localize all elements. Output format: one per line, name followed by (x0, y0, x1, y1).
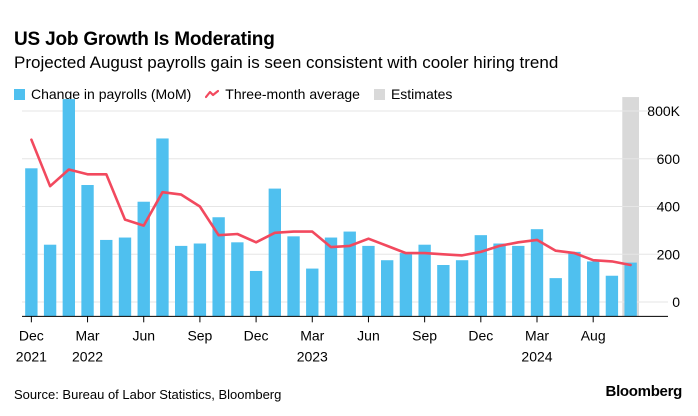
legend-item-estimates: Estimates (373, 86, 453, 102)
bar (437, 264, 450, 317)
x-tick-label: Sep (412, 327, 437, 343)
x-tick-label: Dec (244, 327, 269, 343)
bar (343, 231, 356, 317)
legend-item-line: Three-month average (205, 86, 360, 102)
legend-item-bars: Change in payrolls (MoM) (14, 86, 191, 102)
legend: Change in payrolls (MoM) Three-month ave… (14, 86, 466, 102)
bar (493, 243, 506, 317)
x-tick-label: Dec (468, 327, 493, 343)
legend-label-line: Three-month average (225, 86, 360, 102)
bar (193, 243, 207, 317)
bar (231, 242, 244, 317)
legend-swatch-line (205, 89, 220, 99)
bar (287, 236, 300, 317)
x-tick-label: Jun (132, 327, 155, 343)
legend-swatch-estimates (373, 88, 385, 100)
y-tick-label: 800K (647, 103, 680, 119)
bar (156, 138, 169, 317)
bar (118, 237, 132, 317)
average-line (30, 138, 632, 267)
x-tick-year: 2021 (16, 348, 47, 364)
bar (249, 270, 263, 317)
legend-label-estimates: Estimates (390, 86, 453, 102)
bar (568, 251, 581, 317)
chart-subtitle: Projected August payrolls gain is seen c… (14, 53, 559, 72)
bar (362, 245, 375, 317)
bar (381, 260, 394, 317)
bar (399, 253, 413, 317)
bar (530, 229, 544, 317)
bar (549, 278, 562, 317)
bar (62, 99, 75, 317)
x-tick-label: Mar (75, 327, 99, 343)
y-tick-label: 0 (672, 294, 680, 310)
x-tick-label: Dec (19, 327, 44, 343)
bar (100, 239, 113, 317)
chart-title: US Job Growth Is Moderating (14, 29, 275, 50)
y-tick-label: 600 (657, 151, 681, 167)
brand-logo: Bloomberg (605, 383, 683, 400)
bar (418, 244, 431, 317)
y-tick-label: 200 (657, 246, 681, 262)
bar (43, 244, 57, 317)
bar (306, 268, 319, 317)
x-tick-year: 2024 (521, 348, 552, 364)
x-tick-year: 2023 (297, 348, 328, 364)
bar (81, 185, 94, 317)
x-tick-label: Mar (300, 327, 324, 343)
bar (474, 235, 487, 317)
x-tick-label: Jun (357, 327, 380, 343)
bar (587, 261, 600, 317)
legend-swatch-bars (14, 88, 25, 100)
bar (512, 245, 525, 317)
bar (605, 275, 619, 317)
bar (25, 168, 38, 317)
x-tick-label: Aug (581, 327, 606, 343)
y-tick-label: 400 (657, 199, 681, 215)
bar (624, 262, 637, 317)
x-tick-year: 2022 (72, 348, 103, 364)
bar (175, 245, 188, 317)
source-note: Source: Bureau of Labor Statistics, Bloo… (14, 387, 282, 402)
bar (268, 188, 281, 317)
bar (137, 201, 150, 317)
legend-label-bars: Change in payrolls (MoM) (31, 86, 192, 102)
bar (455, 260, 469, 317)
x-tick-label: Mar (525, 327, 549, 343)
x-tick-label: Sep (187, 327, 212, 343)
bar (324, 237, 338, 317)
bar (212, 217, 225, 317)
